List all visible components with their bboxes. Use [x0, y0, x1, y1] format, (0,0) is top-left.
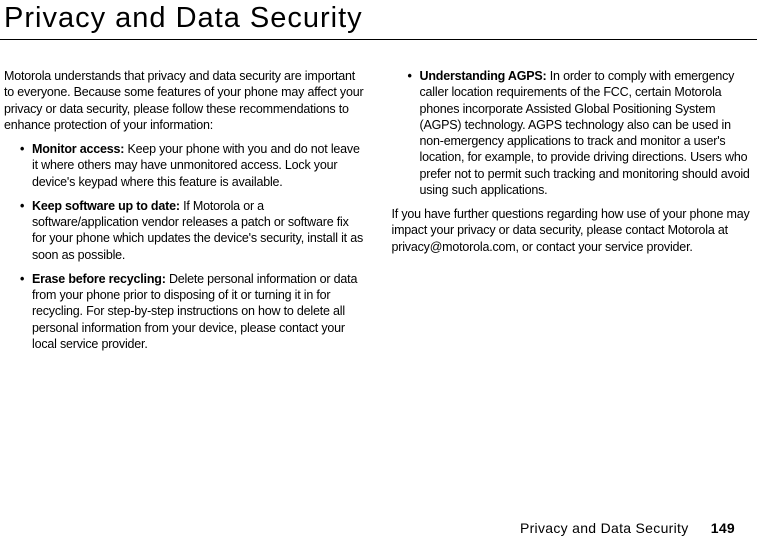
- intro-paragraph: Motorola understands that privacy and da…: [4, 68, 366, 133]
- bullet-list-left: Monitor access: Keep your phone with you…: [4, 141, 366, 352]
- page-title: Privacy and Data Security: [0, 0, 757, 40]
- page-number: 149: [711, 520, 735, 536]
- bullet-title: Monitor access:: [32, 142, 124, 156]
- bullet-body: In order to comply with emergency caller…: [420, 69, 750, 197]
- list-item: Monitor access: Keep your phone with you…: [20, 141, 366, 190]
- left-column: Motorola understands that privacy and da…: [4, 68, 366, 360]
- bullet-title: Keep software up to date:: [32, 199, 180, 213]
- closing-paragraph: If you have further questions regarding …: [392, 206, 754, 255]
- bullet-title: Erase before recycling:: [32, 272, 166, 286]
- right-column: Understanding AGPS: In order to comply w…: [392, 68, 754, 360]
- list-item: Keep software up to date: If Motorola or…: [20, 198, 366, 263]
- footer-section-title: Privacy and Data Security: [520, 520, 689, 536]
- bullet-list-right: Understanding AGPS: In order to comply w…: [392, 68, 754, 198]
- page-footer: Privacy and Data Security 149: [520, 520, 735, 536]
- list-item: Understanding AGPS: In order to comply w…: [408, 68, 754, 198]
- list-item: Erase before recycling: Delete personal …: [20, 271, 366, 352]
- content-columns: Motorola understands that privacy and da…: [0, 68, 757, 360]
- bullet-title: Understanding AGPS:: [420, 69, 547, 83]
